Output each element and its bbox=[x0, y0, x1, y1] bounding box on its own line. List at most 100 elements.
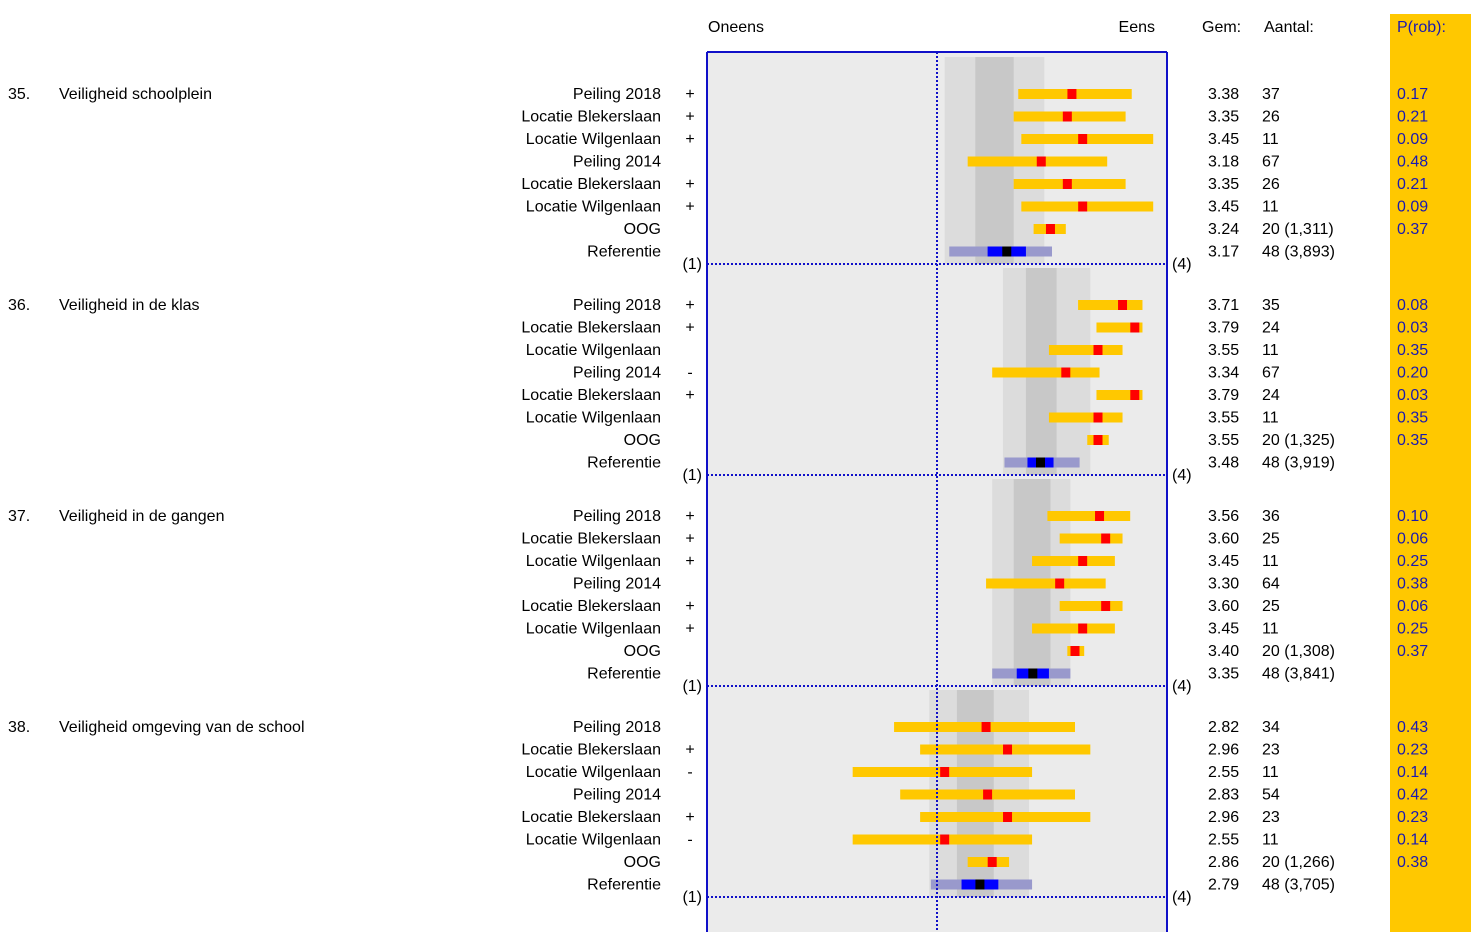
row-prob: 0.06 bbox=[1397, 531, 1428, 548]
row-count: 34 bbox=[1262, 719, 1280, 736]
row-count: 67 bbox=[1262, 154, 1280, 171]
axis-max-label: (4) bbox=[1172, 889, 1192, 906]
row-count: 25 bbox=[1262, 531, 1280, 548]
row-label: Locatie Blekerslaan bbox=[521, 387, 661, 404]
range-bar bbox=[1059, 533, 1123, 544]
row-count: 11 bbox=[1262, 553, 1279, 570]
row-sign: + bbox=[685, 109, 694, 126]
row-mean: 3.45 bbox=[1208, 553, 1239, 570]
range-bar bbox=[1096, 390, 1143, 400]
mean-marker bbox=[1118, 300, 1128, 310]
axis-max-label: (4) bbox=[1172, 678, 1192, 695]
row-prob: 0.21 bbox=[1397, 109, 1428, 126]
row-label: Locatie Blekerslaan bbox=[521, 320, 661, 337]
range-bar bbox=[1032, 623, 1115, 634]
row-prob: 0.42 bbox=[1397, 787, 1428, 804]
row-label: OOG bbox=[624, 854, 661, 871]
mean-marker bbox=[1062, 179, 1072, 189]
row-label: Locatie Blekerslaan bbox=[521, 598, 661, 615]
axis-min-label: (1) bbox=[682, 678, 702, 695]
row-prob: 0.14 bbox=[1397, 832, 1428, 849]
mean-marker bbox=[1093, 345, 1103, 355]
row-count: 11 bbox=[1262, 199, 1279, 216]
row-label: Referentie bbox=[587, 455, 661, 472]
row-count: 48 (3,893) bbox=[1262, 244, 1335, 261]
row-count: 23 bbox=[1262, 742, 1280, 759]
row-prob: 0.48 bbox=[1397, 154, 1428, 171]
row-label: Locatie Blekerslaan bbox=[521, 809, 661, 826]
row-label: Peiling 2018 bbox=[573, 508, 661, 525]
row-sign: + bbox=[685, 199, 694, 216]
range-bar bbox=[1059, 601, 1123, 611]
row-prob: 0.09 bbox=[1397, 199, 1428, 216]
reference-marker bbox=[1028, 668, 1038, 679]
group-number: 38. bbox=[8, 719, 30, 736]
row-prob: 0.08 bbox=[1397, 297, 1428, 314]
row-count: 48 (3,919) bbox=[1262, 455, 1335, 472]
row-sign: + bbox=[685, 598, 694, 615]
reference-marker bbox=[1002, 246, 1012, 257]
group-number: 37. bbox=[8, 508, 30, 525]
plot-frame bbox=[706, 51, 1168, 932]
row-mean: 2.86 bbox=[1208, 854, 1239, 871]
row-mean: 2.96 bbox=[1208, 742, 1239, 759]
header-eens: Eens bbox=[1119, 19, 1155, 36]
row-mean: 3.79 bbox=[1208, 320, 1239, 337]
mean-marker bbox=[1067, 89, 1077, 99]
row-sign: - bbox=[687, 365, 692, 382]
row-label: OOG bbox=[624, 432, 661, 449]
range-bar bbox=[1078, 300, 1143, 310]
row-mean: 3.35 bbox=[1208, 176, 1239, 193]
row-mean: 3.45 bbox=[1208, 621, 1239, 638]
row-prob: 0.35 bbox=[1397, 410, 1428, 427]
row-sign: + bbox=[685, 320, 694, 337]
row-sign: + bbox=[685, 553, 694, 570]
row-prob: 0.17 bbox=[1397, 86, 1428, 103]
group-title: Veiligheid in de gangen bbox=[59, 508, 224, 525]
range-bar bbox=[1021, 134, 1154, 144]
row-sign: + bbox=[685, 387, 694, 404]
row-sign: + bbox=[685, 297, 694, 314]
row-count: 54 bbox=[1262, 787, 1280, 804]
row-label: Locatie Wilgenlaan bbox=[526, 553, 661, 570]
row-count: 23 bbox=[1262, 809, 1280, 826]
row-count: 48 (3,705) bbox=[1262, 877, 1335, 894]
range-bar bbox=[1032, 556, 1115, 566]
row-prob: 0.20 bbox=[1397, 365, 1428, 382]
row-sign: + bbox=[685, 508, 694, 525]
row-mean: 3.45 bbox=[1208, 199, 1239, 216]
mean-marker bbox=[981, 722, 991, 732]
group-title: Veiligheid schoolplein bbox=[59, 86, 212, 103]
mean-marker bbox=[1045, 224, 1055, 234]
row-count: 11 bbox=[1262, 410, 1279, 427]
row-label: Locatie Wilgenlaan bbox=[526, 199, 661, 216]
row-mean: 3.18 bbox=[1208, 154, 1239, 171]
header-gem: Gem: bbox=[1202, 19, 1241, 36]
row-label: Locatie Blekerslaan bbox=[521, 109, 661, 126]
row-sign: + bbox=[685, 131, 694, 148]
mean-marker bbox=[1078, 556, 1088, 566]
row-count: 24 bbox=[1262, 320, 1280, 337]
mean-marker bbox=[1093, 412, 1103, 423]
mean-marker bbox=[940, 834, 950, 845]
row-prob: 0.03 bbox=[1397, 387, 1428, 404]
row-count: 20 (1,308) bbox=[1262, 643, 1335, 660]
group-number: 35. bbox=[8, 86, 30, 103]
row-mean: 2.55 bbox=[1208, 832, 1239, 849]
row-count: 48 (3,841) bbox=[1262, 666, 1335, 683]
row-sign: + bbox=[685, 621, 694, 638]
row-sign: + bbox=[685, 176, 694, 193]
row-label: Peiling 2018 bbox=[573, 719, 661, 736]
row-sign: + bbox=[685, 809, 694, 826]
mean-marker bbox=[987, 857, 997, 867]
axis-min-label: (1) bbox=[682, 889, 702, 906]
range-bar bbox=[1047, 511, 1131, 521]
row-prob: 0.38 bbox=[1397, 576, 1428, 593]
row-mean: 3.45 bbox=[1208, 131, 1239, 148]
row-mean: 3.55 bbox=[1208, 342, 1239, 359]
mean-marker bbox=[1003, 744, 1013, 755]
range-bar bbox=[1096, 322, 1143, 333]
row-count: 26 bbox=[1262, 109, 1280, 126]
group-title: Veiligheid in de klas bbox=[59, 297, 200, 314]
row-prob: 0.25 bbox=[1397, 621, 1428, 638]
